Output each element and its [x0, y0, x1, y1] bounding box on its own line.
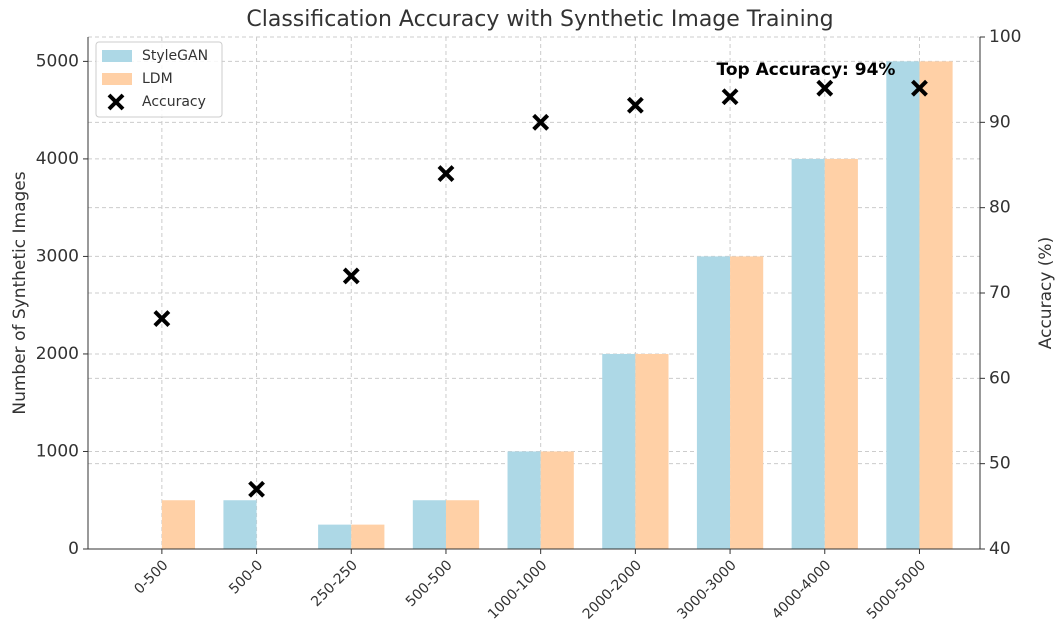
bar: [635, 353, 669, 549]
x-tick-label: 4000-4000: [769, 557, 834, 622]
bar: [886, 61, 920, 549]
chart-title: Classification Accuracy with Synthetic I…: [246, 7, 833, 32]
x-tick-label: 0-500: [131, 557, 171, 597]
accuracy-marker: [153, 310, 171, 328]
bar: [791, 158, 825, 549]
x-tick-label: 3000-3000: [674, 557, 739, 622]
legend-swatch: [102, 50, 132, 62]
x-tick-label: 250-250: [308, 557, 361, 610]
y2-tick-label: 60: [989, 368, 1011, 388]
bar: [602, 353, 636, 549]
accuracy-marker: [816, 79, 834, 97]
accuracy-marker: [532, 113, 550, 131]
x-tick-label: 1000-1000: [485, 557, 550, 622]
bar: [161, 500, 196, 549]
annotation: Top Accuracy: 94%: [717, 60, 896, 80]
x-tick-label: 5000-5000: [864, 557, 929, 622]
y-tick-label: 1000: [36, 441, 79, 461]
y2-tick-label: 50: [989, 454, 1011, 474]
legend-swatch: [102, 73, 132, 85]
y-tick-label: 5000: [36, 51, 79, 71]
accuracy-marker: [248, 480, 265, 498]
accuracy-marker: [626, 96, 644, 114]
legend-label: LDM: [142, 71, 173, 87]
legend-label: StyleGAN: [142, 48, 208, 64]
bar: [730, 256, 764, 549]
y2-tick-label: 80: [989, 198, 1011, 218]
accuracy-marker: [437, 165, 455, 182]
bar: [824, 158, 858, 549]
y-axis-label: Number of Synthetic Images: [10, 171, 30, 414]
legend-marker: [107, 93, 125, 111]
accuracy-marker: [342, 267, 360, 285]
x-tick-label: 2000-2000: [580, 557, 645, 622]
legend: StyleGAN LDM Accuracy: [95, 41, 223, 118]
y-tick-label: 4000: [36, 149, 79, 169]
y2-tick-label: 70: [989, 283, 1011, 303]
bar: [412, 500, 446, 549]
bar: [919, 61, 953, 549]
y-tick-label: 0: [68, 539, 79, 559]
bar: [318, 524, 352, 549]
accuracy-marker: [721, 88, 739, 106]
y-tick-label: 3000: [36, 246, 79, 266]
bar: [223, 500, 257, 549]
accuracy-marker: [911, 79, 928, 97]
y-tick-label: 2000: [36, 344, 79, 364]
y2-tick-label: 40: [989, 539, 1011, 559]
legend-label: Accuracy: [142, 94, 206, 110]
bar: [540, 451, 574, 549]
y2-tick-label: 100: [989, 27, 1021, 47]
y2-tick-label: 90: [989, 112, 1011, 132]
bar: [507, 451, 541, 549]
x-tick-label: 500-500: [403, 557, 456, 610]
bar: [696, 256, 731, 549]
bar: [351, 524, 385, 549]
bar: [445, 500, 480, 549]
y2-axis-label: Accuracy (%): [1036, 237, 1056, 349]
x-tick-label: 500-0: [226, 557, 266, 597]
